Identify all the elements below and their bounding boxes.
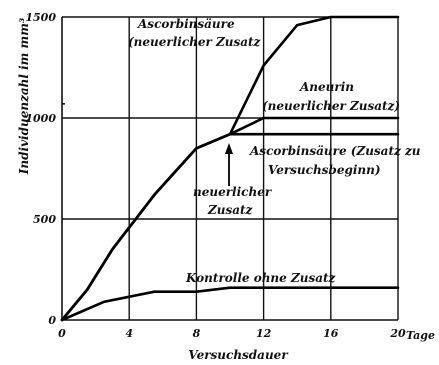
- annotation-neuerlicher-line1: neuerlicher: [193, 185, 273, 199]
- x-axis-title: Versuchsdauer: [188, 348, 289, 362]
- x-tick-label-0: 0: [58, 327, 66, 340]
- x-tick-label-12: 12: [256, 327, 272, 340]
- y-tick-labels: 0 500 1000 1500: [25, 11, 56, 327]
- series-line-4: [60, 286, 400, 322]
- annotation-kontrolle: Kontrolle ohne Zusatz: [185, 271, 337, 285]
- x-tick-label-20: 20: [389, 327, 406, 340]
- x-tick-labels: 0 4 8 12 16 20: [58, 327, 406, 340]
- x-tick-label-16: 16: [323, 327, 339, 340]
- y-axis-title: Individuenzahl im mm³: [17, 18, 31, 175]
- annotation-aneurin-line2: (neuerlicher Zusatz): [262, 99, 400, 113]
- annotation-ascorbin-beginn-line1: Ascorbinsäure (Zusatz zu: [249, 144, 421, 158]
- annotation-aneurin-line1: Aneurin: [299, 80, 354, 94]
- annotation-neuerlicher-line2: Zusatz: [207, 203, 254, 217]
- annotation-ascorbin-beginn-line2: Versuchsbeginn): [268, 163, 381, 177]
- x-tick-label-8: 8: [193, 327, 201, 340]
- y-tick-label-0: 0: [48, 314, 56, 327]
- x-tick-label-4: 4: [125, 327, 133, 340]
- annotation-ascorbin-neu-line1: Ascorbinsäure: [137, 17, 235, 31]
- annotation-ascorbin-neu-line2: (neuerlicher Zusatz: [128, 35, 262, 49]
- arrow-head: [225, 143, 233, 154]
- y-tick-label-1500: 1500: [25, 11, 56, 24]
- x-unit-label: Tage: [406, 329, 435, 342]
- neuerlicher-zusatz-arrow: [225, 143, 233, 186]
- series-line-3: [60, 132, 400, 322]
- y-tick-label-500: 500: [33, 213, 56, 226]
- series-lines: [60, 15, 400, 322]
- y-tick-label-1000: 1000: [25, 112, 56, 125]
